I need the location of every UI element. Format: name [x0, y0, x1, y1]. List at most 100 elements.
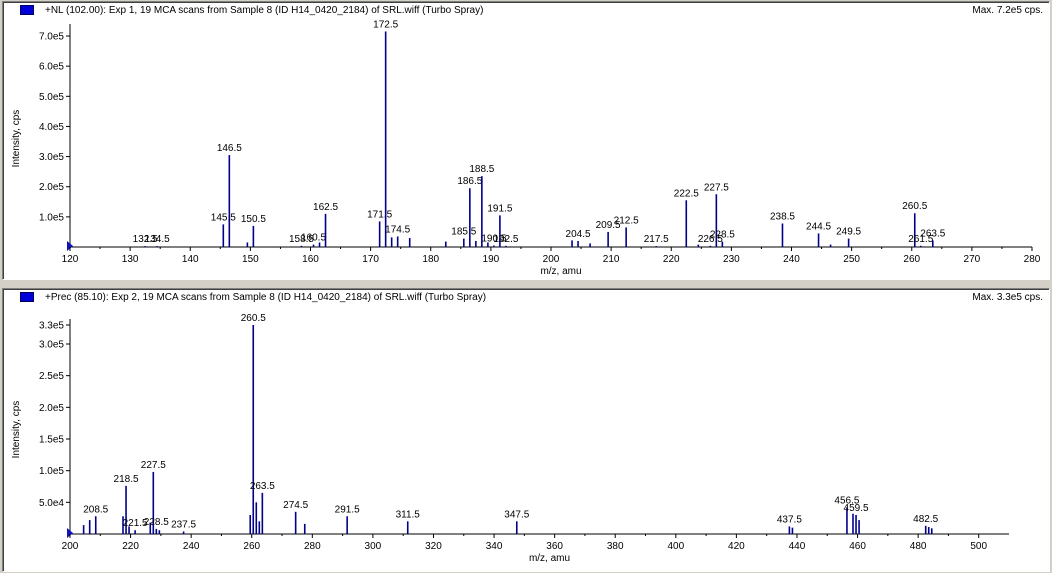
peak-label: 261.5	[908, 234, 933, 245]
spectrum-title: +Prec (85.10): Exp 2, 19 MCA scans from …	[45, 292, 487, 303]
nl-spectrum-plot[interactable]: 120 130 140 150 160 170 180 190 200 210 220 230 240 2…	[3, 2, 1049, 279]
y-tick-label: 7.0e5	[39, 32, 64, 43]
x-tick-label: 340	[486, 541, 503, 552]
y-tick-label: 2.5e5	[39, 371, 64, 382]
y-tick-label: 1.0e5	[39, 466, 64, 477]
y-tick-label: 2.0e5	[39, 403, 64, 414]
x-tick-label: 200	[543, 254, 560, 265]
peak-label: 249.5	[836, 227, 861, 238]
y-axis-title: Intensity, cps	[11, 110, 22, 168]
peak-label: 172.5	[373, 20, 398, 31]
x-tick-label: 260	[903, 254, 920, 265]
x-tick-label: 220	[663, 254, 680, 265]
x-tick-label: 170	[362, 254, 379, 265]
peak-label: 146.5	[217, 143, 242, 154]
x-tick-label: 220	[122, 541, 139, 552]
peak-label: 150.5	[241, 214, 266, 225]
x-tick-label: 280	[304, 541, 321, 552]
x-tick-label: 240	[783, 254, 800, 265]
peak-label: 158.5	[289, 234, 314, 245]
peak-label: 244.5	[806, 221, 831, 232]
peak-label: 222.5	[674, 188, 699, 199]
peak-label: 227.5	[141, 460, 166, 471]
x-tick-label: 360	[546, 541, 563, 552]
x-tick-label: 150	[242, 254, 259, 265]
peak-label: 134.5	[145, 234, 170, 245]
peak-label: 347.5	[504, 509, 529, 520]
peak-label: 228.5	[144, 517, 169, 528]
series-color-marker[interactable]	[20, 5, 34, 15]
x-tick-label: 480	[910, 541, 927, 552]
x-tick-label: 380	[607, 541, 624, 552]
peak-label: 132.5	[133, 234, 158, 245]
x-tick-label: 260	[243, 541, 260, 552]
x-tick-label: 190	[483, 254, 500, 265]
peak-label: 145.5	[211, 212, 236, 223]
x-tick-label: 400	[667, 541, 684, 552]
peak-label: 227.5	[704, 182, 729, 193]
peak-label: 237.5	[171, 519, 196, 530]
y-tick-label: 3.0e5	[39, 152, 64, 163]
x-tick-label: 300	[365, 541, 382, 552]
peak-label: 191.5	[487, 203, 512, 214]
pane-header: +NL (102.00): Exp 1, 19 MCA scans from S…	[3, 2, 1049, 18]
x-axis-title: m/z, amu	[529, 553, 570, 564]
peak-label: 217.5	[644, 234, 669, 245]
peak-label: 171.5	[367, 209, 392, 220]
series-color-marker[interactable]	[20, 292, 34, 302]
pane-header: +Prec (85.10): Exp 2, 19 MCA scans from …	[3, 289, 1049, 305]
x-tick-label: 230	[723, 254, 740, 265]
peak-label: 174.5	[385, 224, 410, 235]
y-tick-label: 3.3e5	[39, 321, 64, 332]
peak-label: 221.5	[123, 518, 148, 529]
y-tick-label: 6.0e5	[39, 62, 64, 73]
x-tick-label: 140	[182, 254, 199, 265]
peak-label: 218.5	[114, 474, 139, 485]
x-tick-label: 120	[62, 254, 79, 265]
spectrum-pane-nl: +NL (102.00): Exp 1, 19 MCA scans from S…	[2, 1, 1050, 280]
peak-label: 228.5	[710, 230, 735, 241]
spectrum-title: +NL (102.00): Exp 1, 19 MCA scans from S…	[45, 5, 484, 16]
peak-label: 311.5	[396, 509, 421, 520]
peak-label: 260.5	[241, 313, 266, 324]
spectrum-pane-prec: +Prec (85.10): Exp 2, 19 MCA scans from …	[2, 288, 1050, 572]
peak-label: 456.5	[834, 495, 859, 506]
x-tick-label: 240	[183, 541, 200, 552]
peak-label: 238.5	[770, 211, 795, 222]
peak-label: 291.5	[335, 504, 360, 515]
peak-label: 188.5	[469, 164, 494, 175]
y-axis-title: Intensity, cps	[11, 401, 22, 459]
peak-label: 459.5	[844, 503, 869, 514]
x-tick-label: 180	[422, 254, 439, 265]
y-tick-label: 1.0e5	[39, 212, 64, 223]
peak-label: 162.5	[313, 202, 338, 213]
axis-origin-marker	[67, 528, 73, 538]
peak-label: 204.5	[566, 229, 591, 240]
peak-label: 160.5	[301, 233, 326, 244]
peak-label: 192.5	[493, 234, 518, 245]
peak-label: 212.5	[614, 215, 639, 226]
x-tick-label: 320	[425, 541, 442, 552]
x-tick-label: 440	[789, 541, 806, 552]
peak-label: 263.5	[920, 228, 945, 239]
peak-label: 209.5	[596, 220, 621, 231]
x-tick-label: 210	[603, 254, 620, 265]
axis-origin-marker	[67, 241, 73, 251]
x-tick-label: 200	[62, 541, 79, 552]
x-tick-label: 270	[964, 254, 981, 265]
x-tick-label: 460	[849, 541, 866, 552]
x-tick-label: 280	[1024, 254, 1041, 265]
x-tick-label: 130	[122, 254, 139, 265]
y-tick-label: 5.0e5	[39, 92, 64, 103]
prec-spectrum-plot[interactable]: 200 220 240 260 280 300 320 340 360 380 400 420 440 4…	[3, 289, 1049, 571]
peak-label: 226.5	[698, 234, 723, 245]
y-tick-label: 4.0e5	[39, 122, 64, 133]
x-axis-title: m/z, amu	[540, 266, 581, 277]
y-tick-label: 3.0e5	[39, 340, 64, 351]
peak-label: 482.5	[913, 514, 938, 525]
peak-label: 186.5	[457, 176, 482, 187]
peak-label: 263.5	[250, 481, 275, 492]
y-tick-label: 1.5e5	[39, 435, 64, 446]
y-tick-label: 2.0e5	[39, 182, 64, 193]
peak-label: 260.5	[902, 201, 927, 212]
